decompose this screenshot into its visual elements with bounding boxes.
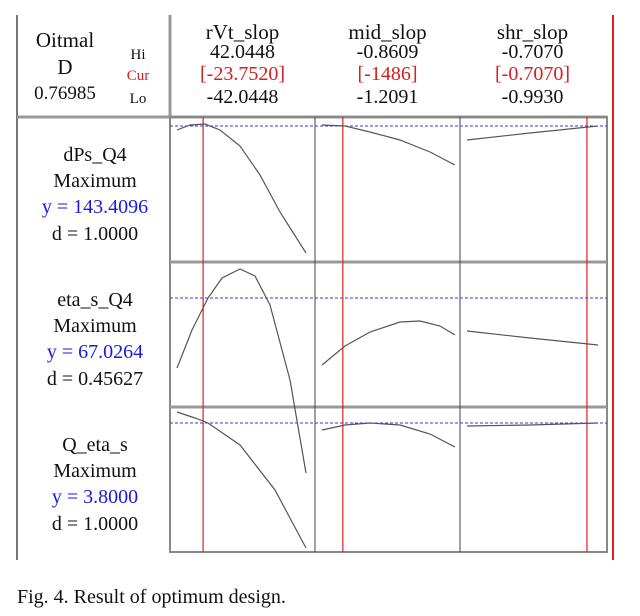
response-d: d = 1.0000: [51, 513, 139, 535]
hi-label: Hi: [130, 47, 146, 63]
composite-desirability: 0.76985: [34, 83, 96, 104]
response-y: y = 3.8000: [51, 486, 139, 508]
factor-lo: -1.2091: [356, 86, 419, 108]
factor-hi: -0.8609: [356, 41, 419, 63]
response-d: d = 1.0000: [51, 223, 139, 245]
response-goal: Maximum: [53, 315, 137, 337]
figure-caption: Fig. 4. Result of optimum design.: [17, 586, 286, 608]
response-curve: [321, 422, 456, 448]
factor-cur: [-23.7520]: [200, 63, 285, 85]
response-curve: [176, 123, 307, 254]
response-name: Q_eta_s: [62, 434, 128, 456]
response-curve: [176, 411, 307, 549]
factor-cur: [-0.7070]: [495, 63, 570, 85]
factor-name: mid_slop: [348, 20, 427, 44]
lo-label: Lo: [129, 91, 147, 107]
response-d: d = 0.45627: [46, 368, 144, 390]
response-curve: [321, 124, 456, 166]
response-goal: Maximum: [53, 170, 137, 192]
response-name: eta_s_Q4: [57, 289, 133, 311]
response-curve: [466, 330, 599, 346]
factor-name: shr_slop: [496, 20, 569, 44]
response-curve: [466, 125, 599, 141]
response-y: y = 67.0264: [46, 341, 144, 363]
response-curve: [176, 268, 307, 474]
optimal-label: Oitmal: [35, 28, 95, 52]
response-name: dPs_Q4: [63, 144, 127, 166]
factor-hi: -0.7070: [501, 41, 564, 63]
response-goal: Maximum: [53, 460, 137, 482]
response-y: y = 143.4096: [41, 196, 149, 218]
factor-name: rVt_slop: [205, 20, 280, 44]
response-curve: [321, 320, 456, 366]
factor-lo: -0.9930: [501, 86, 564, 108]
composite-label: D: [57, 55, 73, 79]
factor-cur: [-1486]: [357, 63, 418, 85]
factor-lo: -42.0448: [206, 86, 279, 108]
response-curve: [466, 422, 599, 427]
cur-label: Cur: [126, 68, 150, 84]
plot-frame: [169, 116, 608, 553]
factor-hi: 42.0448: [210, 41, 275, 63]
